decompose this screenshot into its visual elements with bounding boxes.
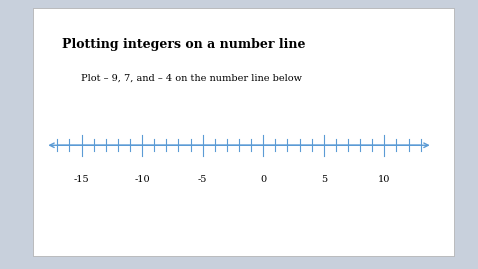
Text: -10: -10 — [134, 175, 150, 184]
FancyBboxPatch shape — [33, 8, 454, 256]
Text: -15: -15 — [74, 175, 89, 184]
Text: 0: 0 — [260, 175, 266, 184]
Text: Plotting integers on a number line: Plotting integers on a number line — [62, 38, 305, 51]
Text: Plot – 9, 7, and – 4 on the number line below: Plot – 9, 7, and – 4 on the number line … — [81, 74, 302, 83]
Text: 5: 5 — [321, 175, 327, 184]
Text: 10: 10 — [378, 175, 391, 184]
Text: -5: -5 — [198, 175, 207, 184]
